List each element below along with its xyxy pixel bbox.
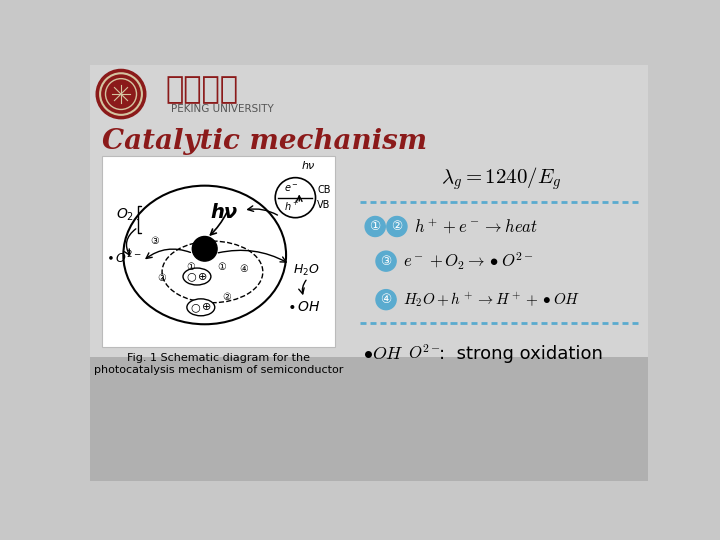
Text: $e^-$: $e^-$: [284, 183, 299, 194]
Text: Catalytic mechanism: Catalytic mechanism: [102, 129, 428, 156]
Bar: [90, 65, 648, 357]
Circle shape: [275, 178, 315, 218]
Text: :  strong oxidation: : strong oxidation: [438, 345, 603, 362]
Text: ②: ②: [158, 273, 166, 283]
Bar: [102, 156, 335, 347]
Ellipse shape: [187, 299, 215, 316]
Circle shape: [365, 217, 385, 237]
Text: $\lambda_g = 1240/ E_g$: $\lambda_g = 1240/ E_g$: [441, 165, 561, 192]
Text: $h^+$: $h^+$: [284, 200, 299, 213]
Text: CB: CB: [317, 185, 330, 195]
Text: ○: ○: [186, 272, 197, 281]
Circle shape: [192, 237, 217, 261]
Bar: [90, 357, 648, 481]
Text: $H_2O$: $H_2O$: [293, 263, 320, 278]
Text: hν: hν: [210, 203, 238, 222]
Text: $H_2O + h^+ \rightarrow H^+ + \bullet OH$: $H_2O + h^+ \rightarrow H^+ + \bullet OH…: [403, 291, 580, 309]
Text: $\bullet\, O^{2-}$: $\bullet\, O^{2-}$: [107, 249, 143, 266]
Text: Fig. 1 Schematic diagram for the: Fig. 1 Schematic diagram for the: [127, 353, 310, 363]
Text: ○: ○: [191, 302, 200, 312]
Text: $h^+ + e^- \rightarrow heat$: $h^+ + e^- \rightarrow heat$: [414, 217, 538, 236]
Text: ④: ④: [380, 293, 392, 306]
Text: $e^- + O_2 \rightarrow \bullet O^{2-}$: $e^- + O_2 \rightarrow \bullet O^{2-}$: [403, 251, 534, 272]
Text: 北京大学: 北京大学: [166, 75, 239, 104]
Text: PEKING UNIVERSITY: PEKING UNIVERSITY: [171, 104, 274, 114]
Text: $O_2$: $O_2$: [117, 207, 135, 223]
Text: $O^{2-}$: $O^{2-}$: [408, 344, 441, 363]
Text: ⊕: ⊕: [198, 272, 207, 281]
Text: ⊕: ⊕: [202, 302, 211, 312]
Text: ①: ①: [186, 262, 195, 272]
Text: hν: hν: [302, 161, 315, 172]
Text: $\bullet\,OH$: $\bullet\,OH$: [287, 300, 321, 314]
Circle shape: [96, 70, 145, 119]
Text: photocatalysis mechanism of semiconductor: photocatalysis mechanism of semiconducto…: [94, 364, 343, 375]
Circle shape: [387, 217, 407, 237]
Ellipse shape: [183, 268, 211, 285]
Text: ②: ②: [391, 220, 402, 233]
Text: $\bullet OH$: $\bullet OH$: [363, 345, 403, 362]
Text: VB: VB: [317, 200, 330, 211]
Text: ②: ②: [222, 292, 231, 302]
Circle shape: [106, 79, 137, 110]
Circle shape: [376, 289, 396, 309]
Text: ①: ①: [217, 262, 226, 272]
Circle shape: [376, 251, 396, 271]
Text: ①: ①: [369, 220, 381, 233]
Text: ③: ③: [150, 236, 158, 246]
Text: ③: ③: [380, 255, 392, 268]
Text: ④: ④: [239, 264, 248, 274]
